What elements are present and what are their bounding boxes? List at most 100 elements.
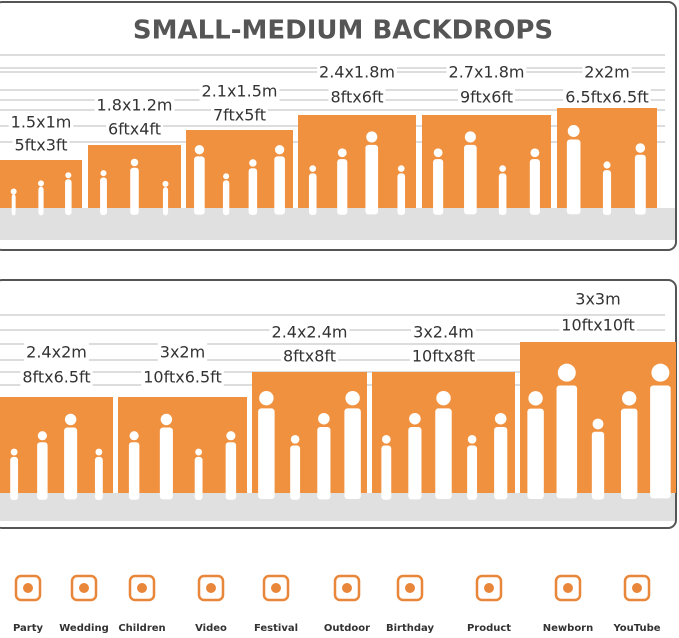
size-imperial: 7ftx5ft <box>213 106 266 125</box>
label-bg <box>8 112 74 132</box>
silhouette <box>381 434 391 444</box>
label-bg <box>411 322 476 342</box>
silhouette <box>620 408 638 499</box>
use-label: Outdoor <box>324 623 370 634</box>
silhouette <box>557 363 576 382</box>
silhouette <box>365 144 379 215</box>
label-bg <box>24 342 89 362</box>
label-bg <box>328 87 386 107</box>
silhouette <box>94 456 103 501</box>
use-icon <box>563 583 573 593</box>
silhouette <box>467 445 478 500</box>
size-imperial: 6.5ftx6.5ft <box>565 88 649 107</box>
label-bg <box>269 322 350 342</box>
silhouette <box>65 179 72 216</box>
silhouette <box>290 434 300 444</box>
silhouette <box>95 448 103 456</box>
silhouette <box>162 187 169 216</box>
silhouette <box>436 390 451 406</box>
size-imperial: 10ftx10ft <box>561 316 634 335</box>
silhouette <box>622 391 637 406</box>
size-metric: 3x2m <box>160 343 205 362</box>
silhouette <box>10 456 19 501</box>
size-metric: 1.8x1.2m <box>97 96 173 115</box>
use-icon <box>632 583 642 593</box>
silhouette <box>464 144 477 215</box>
silhouette <box>160 413 173 426</box>
silhouette <box>567 125 580 137</box>
backdrop <box>0 397 113 493</box>
use-icon <box>623 574 651 602</box>
use-label: YouTube <box>612 623 660 634</box>
label-bg <box>210 105 269 125</box>
use-label: Newborn <box>543 623 593 634</box>
silhouette <box>494 412 507 425</box>
backdrop <box>118 397 247 493</box>
silhouette <box>344 408 361 499</box>
silhouette <box>10 188 17 195</box>
silhouette <box>435 408 452 499</box>
silhouette <box>258 408 275 499</box>
silhouette <box>10 448 18 456</box>
silhouette <box>308 173 317 216</box>
silhouette <box>650 385 671 499</box>
silhouette <box>290 445 301 500</box>
silhouette <box>527 408 544 499</box>
size-metric: 2.7x1.8m <box>449 63 525 82</box>
size-imperial: 8ftx6.5ft <box>22 368 90 387</box>
label-bg <box>446 62 527 82</box>
silhouette <box>259 390 274 406</box>
use-icon <box>128 574 156 602</box>
silhouette <box>499 165 506 172</box>
silhouette <box>159 427 173 500</box>
use-icon <box>271 583 281 593</box>
use-label: Wedding <box>59 623 108 634</box>
silhouette <box>381 445 392 500</box>
silhouette <box>11 193 16 216</box>
silhouette <box>366 131 378 143</box>
silhouette <box>397 165 405 172</box>
silhouette <box>464 131 476 143</box>
silhouette <box>100 170 107 177</box>
size-imperial: 9ftx6ft <box>460 88 513 107</box>
silhouette <box>397 173 406 216</box>
use-icon <box>484 583 494 593</box>
silhouette <box>566 139 581 215</box>
label-bg <box>280 346 339 366</box>
silhouette <box>222 180 230 216</box>
size-imperial: 10ftx6.5ft <box>143 368 222 387</box>
silhouette <box>100 177 107 216</box>
silhouette <box>130 158 139 167</box>
silhouette <box>194 145 205 155</box>
use-icon <box>333 574 361 602</box>
use-icon <box>14 574 42 602</box>
label-bg <box>573 289 623 309</box>
use-label: Children <box>118 623 165 634</box>
silhouette <box>651 363 670 382</box>
label-bg <box>317 62 397 82</box>
size-metric: 2.4x2m <box>26 343 87 362</box>
use-icon <box>70 574 98 602</box>
title: SMALL-MEDIUM BACKDROPS <box>133 16 553 46</box>
silhouette <box>162 180 169 187</box>
size-imperial: 6ftx4ft <box>108 120 161 139</box>
label-bg <box>409 346 478 366</box>
size-metric: 1.5x1m <box>11 113 72 132</box>
use-label: Party <box>13 623 44 634</box>
label-bg <box>12 135 70 155</box>
silhouette <box>194 156 205 215</box>
size-metric: 2x2m <box>584 63 629 82</box>
use-icon <box>405 583 415 593</box>
label-bg <box>559 315 637 335</box>
silhouette <box>38 186 44 216</box>
label-bg <box>20 367 93 387</box>
silhouette <box>528 391 543 406</box>
size-imperial: 10ftx8ft <box>412 347 475 366</box>
silhouette <box>603 161 611 169</box>
silhouette <box>64 413 77 426</box>
silhouette <box>37 431 47 441</box>
silhouette <box>194 456 203 501</box>
size-imperial: 8ftx8ft <box>283 347 336 366</box>
silhouette <box>433 148 443 158</box>
silhouette <box>408 426 422 500</box>
